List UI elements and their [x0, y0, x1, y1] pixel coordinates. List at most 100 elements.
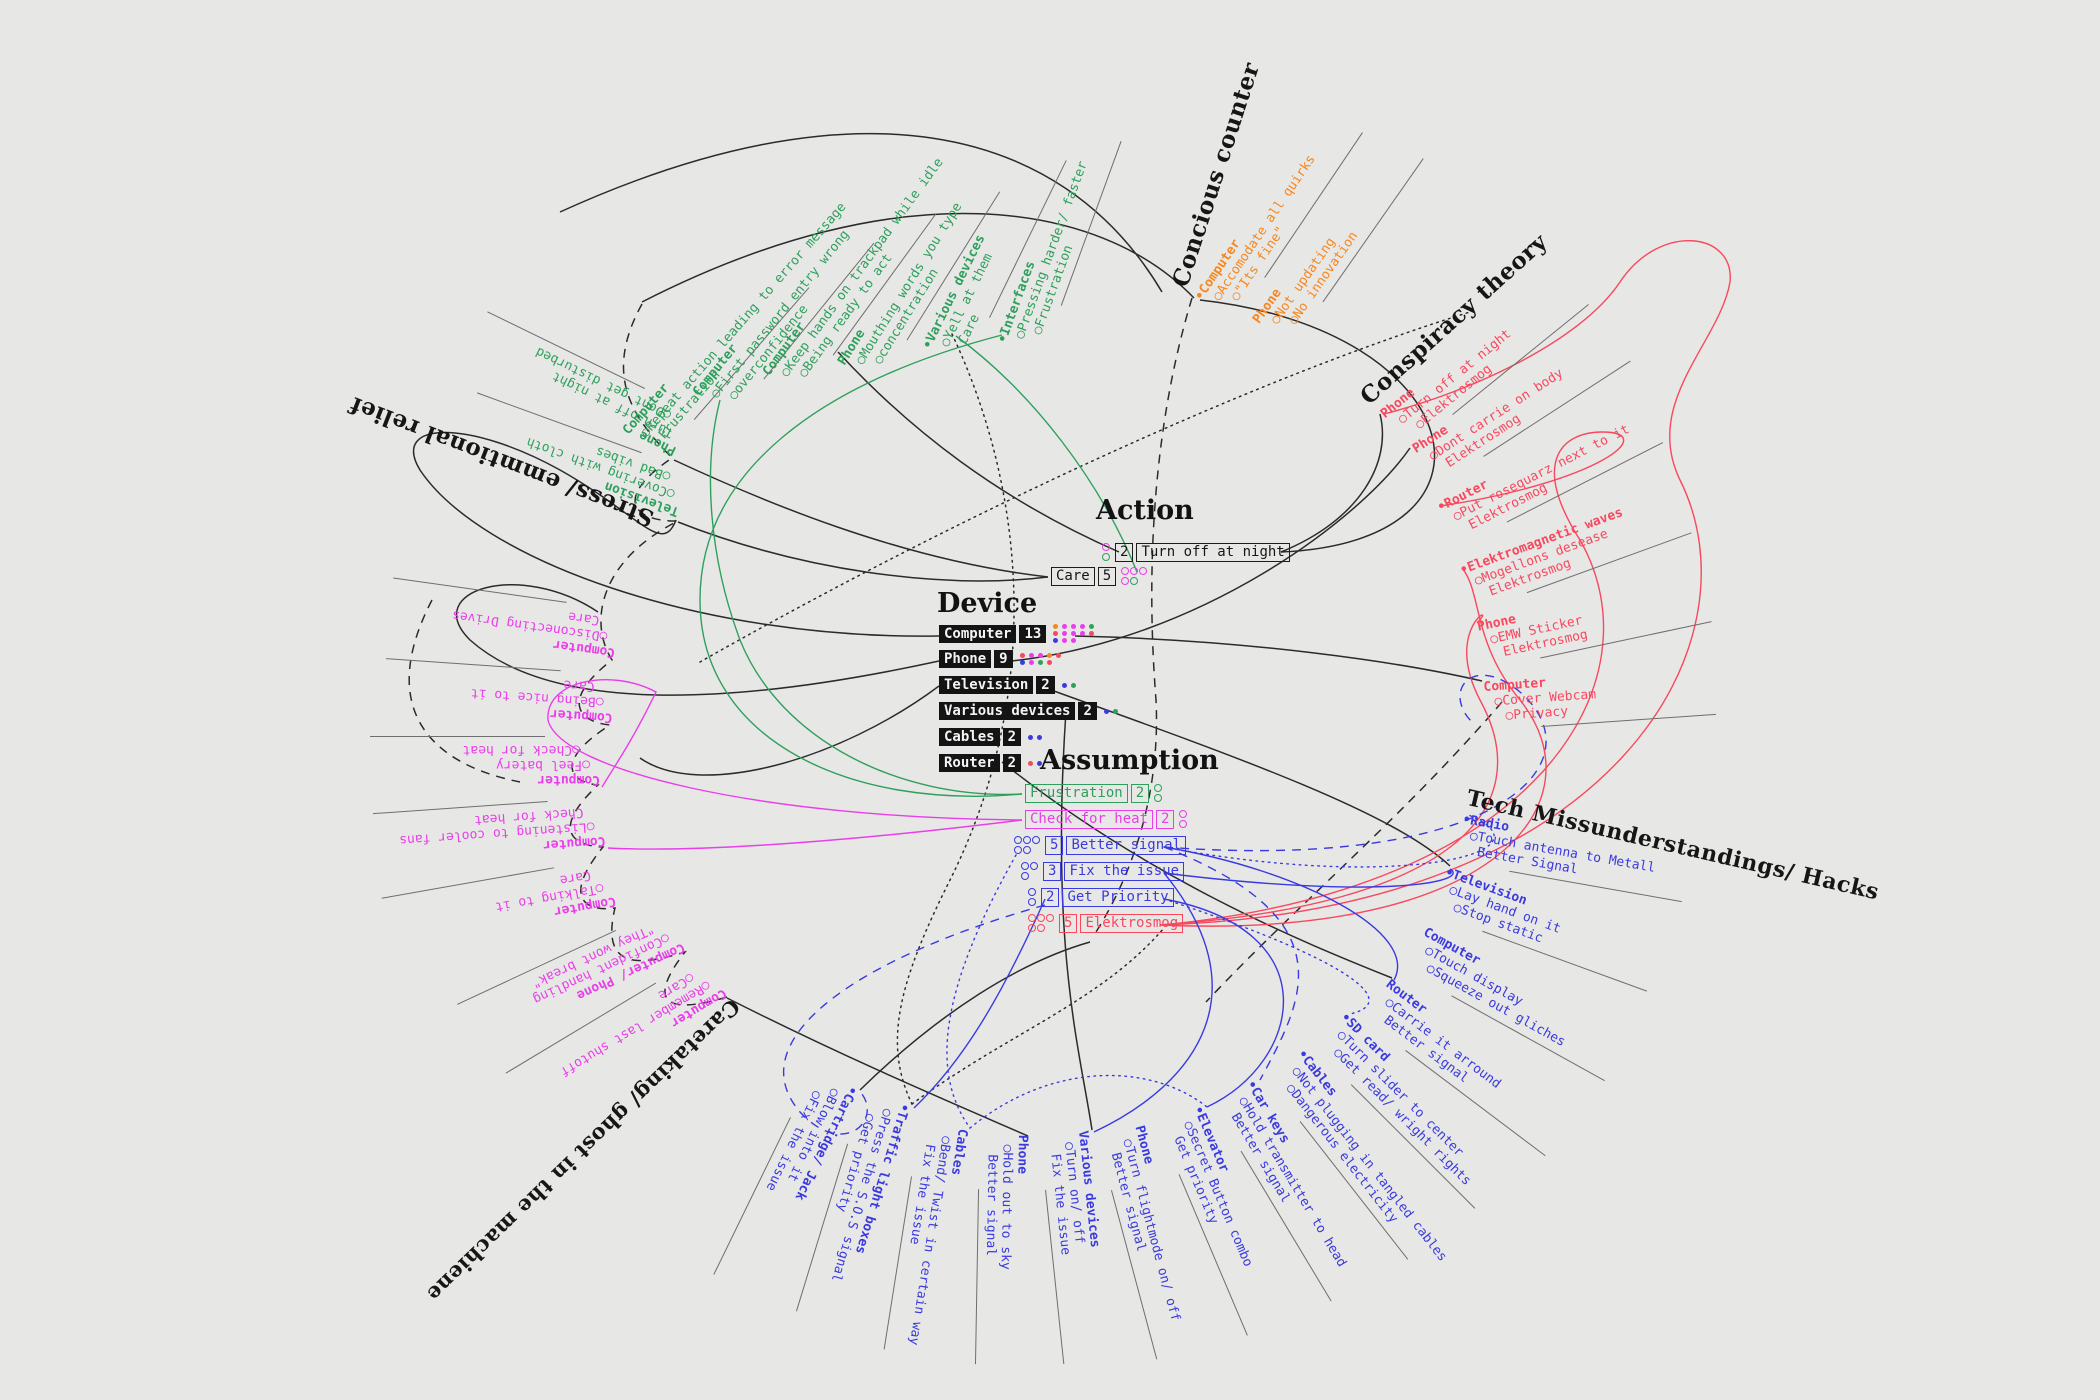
tally-dot	[1112, 708, 1118, 714]
count-ring	[1028, 914, 1036, 922]
tally-dot	[1046, 653, 1052, 658]
tally-dot	[1053, 638, 1059, 643]
tally-dot	[1071, 638, 1077, 643]
ring-cluster	[1102, 543, 1110, 562]
device-row: Various devices 2	[939, 702, 1147, 720]
entry-item: ○Feel batery	[496, 757, 590, 772]
device-label-box: Cables	[939, 728, 1000, 746]
connection-curve	[859, 941, 1091, 1091]
tally-dot	[1019, 660, 1025, 665]
device-row: Computer 13	[939, 624, 1096, 643]
tally-dot	[1089, 631, 1095, 636]
tally-dot	[1062, 638, 1068, 643]
device-count-box: 9	[994, 650, 1013, 668]
dot-cluster	[1028, 760, 1071, 766]
action-count-box: 5	[1097, 567, 1117, 586]
assumption-label-box: Frustration	[1025, 784, 1128, 803]
assumption-count-box: 2	[1041, 888, 1060, 907]
entry-leader-line	[370, 736, 545, 737]
tally-dot	[1080, 624, 1086, 629]
device-count-box: 2	[1002, 728, 1022, 746]
connection-curve	[837, 351, 1120, 553]
count-ring	[1121, 567, 1130, 575]
connection-curve	[569, 303, 728, 1006]
action-label-box: Turn off at night	[1136, 543, 1290, 562]
connection-curve	[547, 679, 1023, 821]
connection-curve	[677, 521, 1049, 582]
connection-curve	[641, 212, 1195, 303]
assumption-label-box: Check for heat	[1025, 810, 1154, 829]
tally-dot	[1070, 682, 1076, 688]
count-ring	[1014, 846, 1022, 854]
count-ring	[1130, 567, 1139, 575]
assumption-row: 5 Elektrosmog	[1026, 914, 1184, 933]
connection-curve	[1095, 297, 1193, 933]
ring-cluster	[1028, 914, 1054, 933]
connection-curve	[673, 459, 1049, 578]
ring-cluster	[1121, 567, 1148, 586]
device-label-box: Various devices	[939, 702, 1076, 720]
tally-dot	[1080, 631, 1086, 636]
connection-curve	[1159, 567, 1547, 927]
tally-dot	[1071, 624, 1077, 629]
count-ring	[1028, 898, 1036, 906]
connection-curve	[946, 854, 1017, 1129]
count-ring	[1130, 577, 1139, 585]
tally-dot	[1037, 734, 1043, 740]
count-ring	[1179, 820, 1188, 828]
connection-curve	[1163, 846, 1300, 1081]
count-ring	[1021, 862, 1029, 870]
connection-curve	[1163, 898, 1285, 1108]
assumption-count-box: 2	[1130, 784, 1150, 803]
connection-curve	[559, 132, 1163, 293]
tally-dot	[1055, 653, 1061, 658]
dot-cluster	[1053, 624, 1096, 643]
count-ring	[1121, 577, 1130, 585]
count-ring	[1139, 567, 1148, 575]
count-ring	[1028, 924, 1036, 932]
assumption-label-box: Get Priority	[1062, 888, 1174, 907]
count-ring	[1154, 784, 1163, 792]
count-ring	[1028, 888, 1036, 896]
ring-cluster	[1021, 862, 1038, 881]
connection-curve	[1159, 614, 1499, 926]
dot-cluster	[1019, 653, 1063, 665]
connection-curve	[1011, 447, 1411, 662]
tally-dot	[1037, 660, 1043, 665]
connection-curve	[1074, 635, 1483, 682]
assumption-row: 3 Fix the issue	[1019, 862, 1185, 881]
radial-entry: Phone ○Hold out to sky Better signal	[974, 1134, 1030, 1365]
tally-dot	[1062, 631, 1068, 636]
count-ring	[1102, 543, 1110, 551]
device-count-box: 2	[1002, 754, 1022, 772]
device-label-box: Computer	[939, 624, 1017, 643]
assumption-row: Frustration 2	[1025, 784, 1164, 803]
dot-cluster	[1103, 708, 1147, 714]
action-count-box: 2	[1115, 543, 1134, 562]
assumption-label-box: Elektrosmog	[1080, 914, 1184, 933]
connection-curve	[1280, 413, 1384, 553]
assumption-title: Assumption	[1040, 745, 1219, 776]
ring-cluster	[1028, 888, 1036, 907]
count-ring	[1023, 846, 1031, 854]
connection-curve	[412, 431, 940, 637]
device-title: Device	[937, 588, 1038, 619]
ring-cluster	[1014, 836, 1040, 855]
connection-curve	[1159, 431, 1625, 926]
tally-dot	[1046, 660, 1052, 665]
assumption-count-box: 2	[1156, 810, 1175, 829]
assumption-count-box: 5	[1045, 836, 1064, 855]
ring-cluster	[1179, 810, 1188, 829]
connection-curve	[1163, 813, 1495, 868]
count-ring	[1014, 836, 1022, 844]
action-row: 2 Turn off at night	[1100, 543, 1290, 562]
device-row: Television 2	[939, 676, 1105, 694]
tally-dot	[1089, 624, 1095, 629]
device-row: Router 2	[939, 754, 1071, 772]
tally-dot	[1061, 682, 1067, 688]
connection-curve	[1163, 846, 1399, 981]
connection-curve	[607, 819, 1023, 850]
connection-curve	[1199, 299, 1436, 553]
connection-curve	[1039, 685, 1451, 867]
